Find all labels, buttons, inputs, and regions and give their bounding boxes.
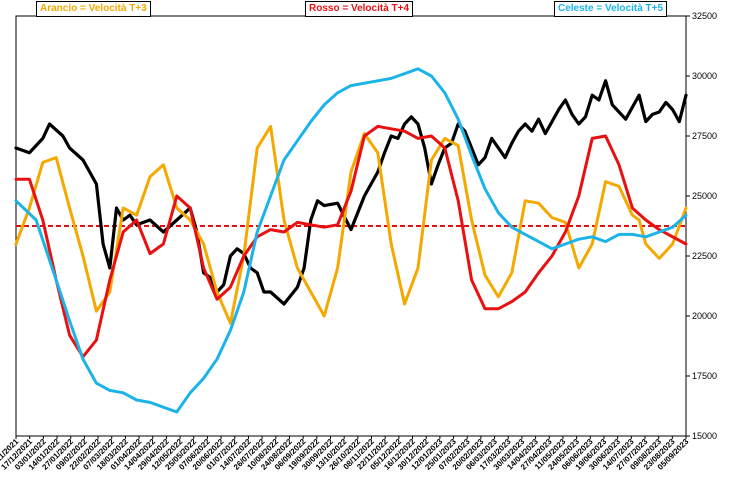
y-tick-label: 27500 bbox=[692, 131, 717, 141]
y-tick-label: 15000 bbox=[692, 431, 717, 441]
series-line-4 bbox=[14, 67, 688, 414]
legend-arancio: Arancio = Velocità T+3 bbox=[36, 1, 151, 17]
y-tick-label: 20000 bbox=[692, 311, 717, 321]
y-tick-label: 30000 bbox=[692, 71, 717, 81]
y-axis: 15000 17500 20000 22500 25000 27500 30000 32500 bbox=[686, 11, 717, 441]
y-tick-label: 22500 bbox=[692, 251, 717, 261]
y-tick-label: 17500 bbox=[692, 371, 717, 381]
y-tick-label: 32500 bbox=[692, 11, 717, 21]
x-axis: 06/11/202117/12/202103/01/202214/01/2022… bbox=[0, 436, 691, 472]
series-line-2 bbox=[14, 124, 688, 325]
y-tick-label: 25000 bbox=[692, 191, 717, 201]
legend-rosso: Rosso = Velocità T+4 bbox=[305, 1, 414, 17]
series-layer bbox=[14, 67, 688, 414]
series-line-3 bbox=[14, 124, 688, 359]
legend-celeste: Celeste = Velocità T+5 bbox=[554, 1, 668, 17]
